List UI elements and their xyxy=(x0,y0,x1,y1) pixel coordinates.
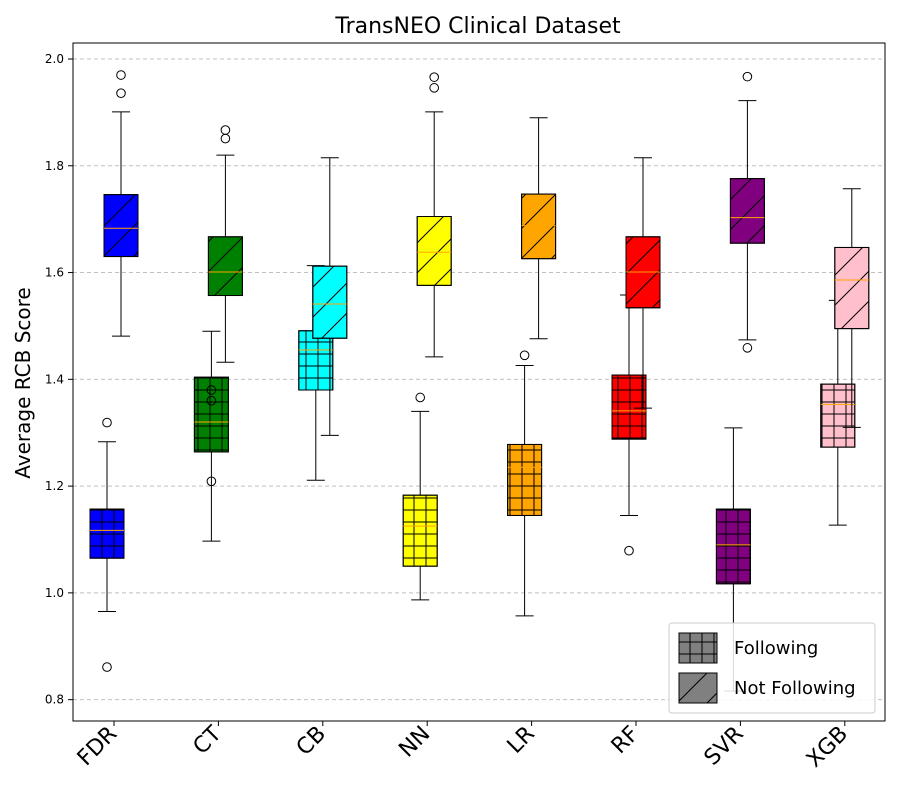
x-tick-label-xgb: XGB xyxy=(802,722,853,773)
legend-label-not-following: Not Following xyxy=(734,678,856,699)
box-hatch xyxy=(521,193,557,260)
box-rf-following xyxy=(611,294,647,556)
box-series xyxy=(89,70,870,692)
box-hatch xyxy=(298,330,334,391)
box-ct-following xyxy=(193,330,229,542)
box-hatch xyxy=(416,216,452,286)
box-hatch xyxy=(611,374,647,440)
outlier-point xyxy=(742,71,753,82)
box-ct-not-following xyxy=(207,125,243,363)
box-rf-not-following xyxy=(625,157,661,409)
box-xgb-not-following xyxy=(834,188,870,428)
outlier-point xyxy=(220,133,231,144)
box-cb-not-following xyxy=(312,157,348,436)
box-hatch xyxy=(820,383,856,448)
box-hatch xyxy=(715,508,751,585)
plot-area-frame xyxy=(72,42,886,722)
y-tick-label: 1.6 xyxy=(45,266,64,280)
legend-swatch-following-hatch xyxy=(678,632,718,664)
y-tick-label: 0.8 xyxy=(45,693,64,707)
x-tick-label-nn: NN xyxy=(394,722,435,763)
y-axis-label: Average RCB Score xyxy=(11,287,35,478)
x-tick-label-lr: LR xyxy=(503,722,540,759)
box-svr-following xyxy=(715,427,751,692)
box-xgb-following xyxy=(820,299,856,526)
outlier-point xyxy=(206,395,217,406)
x-tick-label-rf: RF xyxy=(607,722,644,759)
box-hatch xyxy=(402,494,438,567)
outlier-point xyxy=(102,417,112,428)
legend-swatch-not-following-hatch xyxy=(678,672,718,704)
box-cb-following xyxy=(298,265,334,481)
box-fdr-not-following xyxy=(103,70,139,337)
outlier-point xyxy=(742,343,753,353)
outlier-point xyxy=(102,662,112,672)
box-hatch xyxy=(207,236,243,297)
x-tick-label-fdr: FDR xyxy=(73,722,122,771)
y-tick-label: 1.0 xyxy=(45,586,64,600)
box-hatch xyxy=(193,376,229,453)
outlier-point xyxy=(116,70,126,80)
outlier-point xyxy=(429,83,440,93)
x-tick-label-ct: CT xyxy=(189,721,227,759)
outlier-point xyxy=(220,125,231,135)
box-svr-not-following xyxy=(729,71,765,353)
outlier-point xyxy=(429,72,440,82)
x-tick-label-svr: SVR xyxy=(700,722,749,771)
box-hatch xyxy=(312,265,348,339)
outlier-point xyxy=(116,88,126,98)
y-tick-label: 1.8 xyxy=(45,159,64,173)
box-lr-not-following xyxy=(521,117,557,340)
box-hatch xyxy=(729,178,765,244)
outlier-point xyxy=(206,476,217,487)
outlier-point xyxy=(624,545,634,556)
box-nn-not-following xyxy=(416,72,452,358)
box-hatch xyxy=(89,508,125,559)
legend-label-following: Following xyxy=(734,638,818,659)
legend-frame xyxy=(668,622,876,714)
x-tick-label-cb: CB xyxy=(292,722,331,761)
legend: Following Not Following xyxy=(668,622,876,714)
y-tick-label: 2.0 xyxy=(45,52,64,66)
box-nn-following xyxy=(402,392,438,601)
box-hatch xyxy=(507,443,543,516)
outlier-point xyxy=(519,350,530,361)
y-tick-label: 1.4 xyxy=(45,372,64,386)
chart-title: TransNEO Clinical Dataset xyxy=(334,14,621,39)
outlier-point xyxy=(415,392,426,403)
box-hatch xyxy=(103,194,139,258)
y-tick-label: 1.2 xyxy=(45,479,64,493)
box-lr-following xyxy=(507,350,543,617)
box-hatch xyxy=(834,246,870,330)
box-fdr-following xyxy=(89,417,125,672)
outlier-point xyxy=(206,385,217,395)
